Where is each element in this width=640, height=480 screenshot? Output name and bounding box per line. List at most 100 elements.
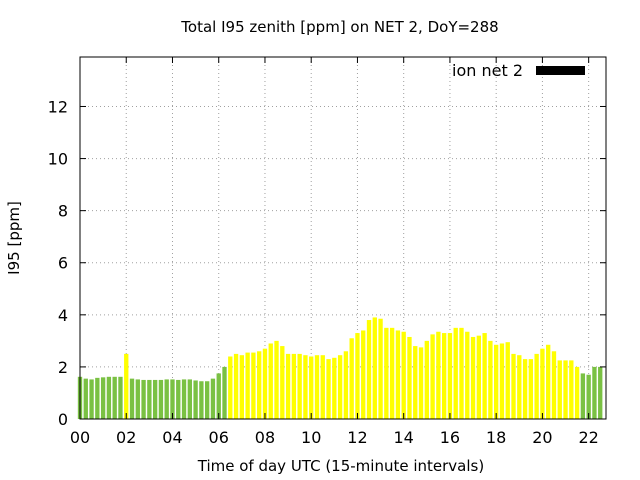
- x-axis-label: Time of day UTC (15-minute intervals): [197, 457, 484, 475]
- bar-24: [216, 373, 221, 419]
- bar-20: [193, 380, 198, 419]
- bar-15: [164, 379, 169, 419]
- bar-76: [517, 355, 522, 419]
- bar-72: [494, 344, 499, 419]
- y-tick-label-2: 2: [58, 358, 68, 377]
- bar-77: [522, 359, 528, 419]
- bar-19: [187, 379, 192, 419]
- bar-10: [135, 379, 140, 419]
- bar-4: [100, 377, 106, 419]
- bar-17: [176, 379, 181, 419]
- bar-42: [320, 355, 325, 419]
- bar-67: [465, 331, 470, 419]
- bar-63: [441, 333, 447, 419]
- bar-36: [285, 353, 291, 419]
- bar-48: [355, 333, 360, 419]
- bar-21: [199, 381, 204, 419]
- bar-38: [297, 353, 302, 419]
- legend-label-ion-net-2: ion net 2: [452, 61, 523, 80]
- x-tick-label-22: 22: [578, 428, 598, 447]
- bar-55: [395, 330, 401, 419]
- gridlines: [80, 57, 606, 419]
- bar-7: [118, 376, 123, 419]
- plot-frame: [79, 56, 607, 420]
- bar-25: [222, 366, 227, 419]
- y-tick-label-12: 12: [48, 97, 68, 116]
- bar-40: [309, 356, 314, 419]
- bar-28: [239, 355, 245, 419]
- bar-11: [141, 379, 146, 419]
- bar-39: [303, 355, 308, 419]
- x-tick-label-20: 20: [532, 428, 552, 447]
- bar-23: [210, 378, 216, 419]
- bar-57: [407, 336, 412, 419]
- bar-70: [482, 333, 487, 419]
- bar-14: [158, 379, 164, 419]
- y-axis-label: I95 [ppm]: [5, 201, 23, 275]
- bar-41: [314, 355, 320, 419]
- bar-3: [95, 377, 100, 419]
- bar-13: [152, 379, 158, 419]
- bar-8: [124, 353, 129, 419]
- x-tick-label-10: 10: [301, 428, 321, 447]
- chart-title: Total I95 zenith [ppm] on NET 2, DoY=288: [180, 18, 498, 36]
- bar-73: [499, 343, 505, 419]
- bar-59: [418, 347, 424, 419]
- x-tick-label-16: 16: [440, 428, 460, 447]
- bar-56: [401, 331, 406, 419]
- bar-62: [436, 331, 441, 419]
- bar-5: [106, 376, 112, 419]
- bar-51: [372, 317, 377, 419]
- bars: [77, 317, 603, 419]
- bar-66: [459, 327, 464, 419]
- bar-26: [228, 356, 233, 419]
- bar-75: [511, 353, 516, 419]
- bar-49: [361, 330, 366, 419]
- bar-90: [598, 366, 603, 419]
- bar-30: [251, 352, 256, 419]
- legend: ion net 2: [452, 61, 585, 80]
- bar-43: [326, 359, 331, 419]
- bar-31: [257, 351, 262, 419]
- bar-64: [447, 333, 453, 419]
- bar-6: [112, 376, 117, 419]
- x-tick-label-02: 02: [116, 428, 136, 447]
- legend-swatch-ion-net-2: [536, 66, 585, 75]
- bar-46: [343, 351, 349, 419]
- bar-52: [378, 318, 383, 419]
- bar-80: [540, 348, 545, 419]
- bar-88: [586, 374, 591, 419]
- bar-50: [366, 320, 372, 419]
- bar-89: [592, 366, 597, 419]
- bar-61: [430, 334, 435, 419]
- bar-34: [274, 340, 279, 419]
- x-tick-label-04: 04: [162, 428, 182, 447]
- x-tick-label-14: 14: [394, 428, 414, 447]
- x-tick-label-00: 00: [70, 428, 90, 447]
- bar-9: [129, 378, 135, 419]
- bar-74: [505, 342, 510, 419]
- bar-60: [424, 340, 429, 419]
- bar-83: [557, 360, 562, 419]
- bar-32: [262, 348, 268, 419]
- bar-84: [563, 360, 568, 419]
- bar-78: [528, 359, 534, 419]
- y-tick-label-8: 8: [58, 202, 68, 221]
- bar-16: [170, 379, 175, 419]
- bar-2: [89, 379, 94, 419]
- bar-22: [204, 381, 210, 419]
- bar-12: [147, 379, 152, 419]
- bar-86: [574, 366, 580, 419]
- bar-45: [337, 355, 343, 419]
- bar-53: [384, 327, 389, 419]
- y-tick-label-0: 0: [58, 410, 68, 429]
- bar-1: [83, 378, 88, 419]
- bar-69: [476, 335, 482, 419]
- bar-35: [280, 346, 285, 419]
- bar-85: [569, 360, 574, 419]
- bar-33: [268, 343, 273, 419]
- bar-65: [453, 327, 458, 419]
- bar-58: [413, 346, 418, 419]
